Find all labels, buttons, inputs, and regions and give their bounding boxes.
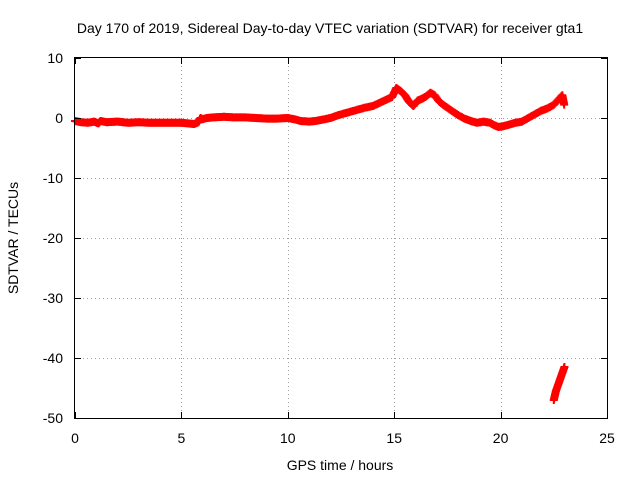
x-tick-label: 15	[386, 430, 402, 446]
y-axis-title: SDTVAR / TECUs	[5, 182, 21, 294]
data-point	[560, 363, 569, 371]
x-tick-label: 25	[599, 430, 615, 446]
y-tick-label: 0	[55, 110, 63, 126]
data-points	[71, 84, 569, 404]
x-tick-label: 0	[71, 430, 79, 446]
y-tick-label: -40	[43, 350, 63, 366]
y-tick-label: -10	[43, 170, 63, 186]
x-tick-label: 5	[178, 430, 186, 446]
axis-ticks	[75, 58, 608, 419]
x-tick-label: 20	[493, 430, 509, 446]
x-axis-title: GPS time / hours	[287, 457, 394, 473]
y-tick-label: -20	[43, 230, 63, 246]
y-tick-label: 10	[47, 50, 63, 66]
y-tick-label: -50	[43, 410, 63, 426]
y-tick-label: -30	[43, 290, 63, 306]
data-point	[560, 100, 569, 109]
y-tick-labels: 10 0 -10 -20 -30 -40 -50	[43, 50, 63, 426]
x-tick-label: 10	[280, 430, 296, 446]
plot-frame	[74, 57, 608, 419]
chart-title: Day 170 of 2019, Sidereal Day-to-day VTE…	[77, 20, 584, 36]
x-tick-labels: 0 5 10 15 20 25	[71, 430, 615, 446]
